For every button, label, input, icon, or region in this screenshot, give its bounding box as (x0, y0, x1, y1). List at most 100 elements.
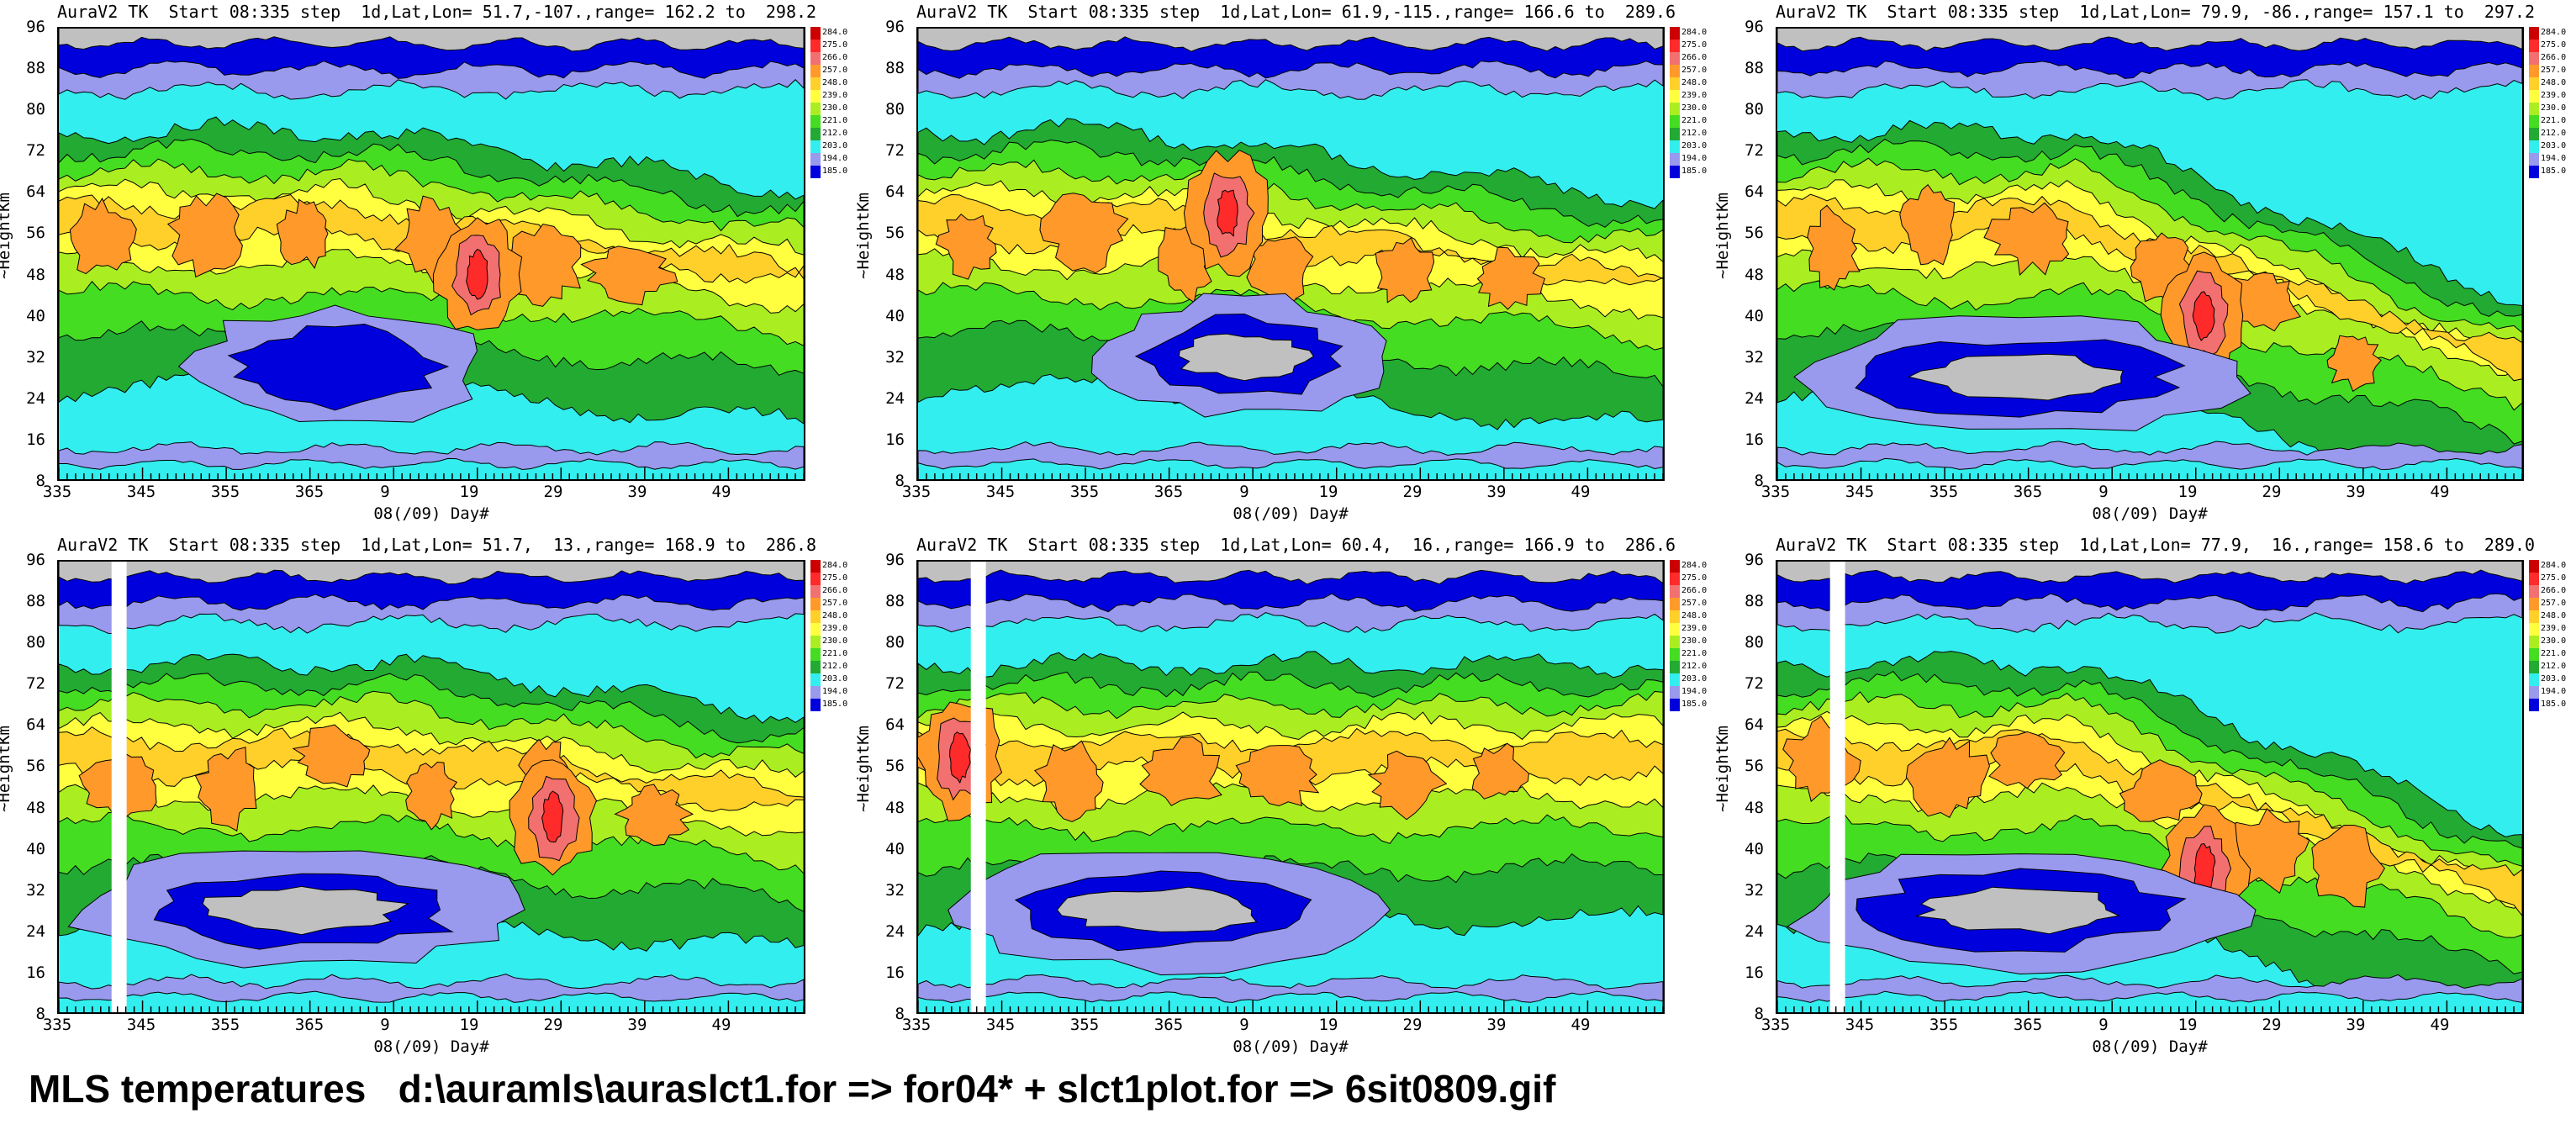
y-axis-label: ~HeightKm (854, 726, 873, 812)
legend-entry: 185.0 (1670, 166, 1707, 178)
contour-warm-core (1367, 750, 1448, 821)
legend-entry: 221.0 (1670, 648, 1707, 661)
x-tick-label: 345 (985, 483, 1016, 501)
legend-swatch (810, 65, 821, 77)
x-tick-label: 335 (1760, 483, 1791, 501)
legend-swatch (1670, 573, 1680, 585)
contour-peak-red (2192, 291, 2215, 341)
contour-mesopause-gray (59, 29, 804, 52)
y-tick-label: 56 (1745, 224, 1764, 243)
legend-label: 185.0 (1681, 166, 1708, 176)
legend-label: 194.0 (822, 154, 848, 163)
contour-warm-core (1476, 246, 1546, 310)
legend-swatch (810, 636, 821, 648)
y-tick-label: 48 (885, 265, 905, 284)
x-tick-label: 9 (1239, 483, 1249, 501)
chart-title: AuraV2 TK Start 08:335 step 1d,Lat,Lon= … (916, 535, 1676, 555)
contour-warm-core (194, 747, 257, 832)
y-tick-label: 72 (885, 141, 905, 161)
contour-warm-core (2311, 824, 2386, 908)
legend-entry: 203.0 (1670, 140, 1707, 153)
x-tick-label: 49 (711, 1016, 731, 1034)
y-tick-label: 8 (1754, 1005, 1764, 1023)
x-tick-label: 355 (1069, 483, 1100, 501)
y-tick-label: 48 (26, 265, 45, 284)
legend-label: 248.0 (1681, 78, 1708, 87)
contour-low-cyan (1777, 457, 2522, 479)
x-tick-label: 49 (711, 483, 731, 501)
legend-entry: 239.0 (2529, 623, 2567, 636)
legend-swatch (2529, 128, 2539, 140)
legend-label: 239.0 (2541, 624, 2567, 633)
y-axis-label: ~HeightKm (1713, 726, 1732, 812)
y-tick-label: 56 (26, 757, 45, 776)
legend-swatch (2529, 585, 2539, 598)
legend-swatch (1670, 648, 1680, 661)
legend-entry: 185.0 (810, 699, 847, 711)
legend-swatch (810, 686, 821, 699)
contour-warm-core (276, 198, 329, 269)
contour-mesopause-blue (59, 29, 804, 79)
contour-warm-core (1988, 731, 2066, 789)
legend-entry: 203.0 (810, 673, 847, 686)
contour-warm-core (1375, 237, 1435, 304)
legend-label: 194.0 (1681, 154, 1708, 163)
x-tick-label: 39 (1486, 1016, 1507, 1034)
x-axis: 335 345 355 365 9 19 29 39 49 (1761, 1016, 2524, 1037)
x-tick-label: 355 (210, 483, 240, 501)
y-tick-label: 64 (885, 715, 905, 735)
x-tick-label: 355 (1069, 1016, 1100, 1034)
legend-label: 284.0 (822, 561, 848, 570)
color-legend: 284.0 275.0 266.0 257.0 248.0 239.0 230.0 221.0… (1670, 560, 1707, 711)
x-tick-label: 345 (126, 483, 156, 501)
contour-warm-core (2326, 335, 2382, 393)
legend-swatch (810, 673, 821, 686)
legend-entry: 266.0 (810, 52, 847, 65)
x-tick-label: 335 (42, 1016, 72, 1034)
legend-entry: 248.0 (2529, 77, 2566, 90)
x-axis-label: 08(/09) Day# (1233, 504, 1349, 523)
legend-label: 194.0 (2541, 687, 2567, 696)
legend-swatch (810, 115, 821, 128)
contour-low-cyan (918, 458, 1663, 479)
legend-entry: 212.0 (2529, 661, 2566, 673)
legend-swatch (2529, 636, 2539, 648)
legend-swatch (1670, 52, 1680, 65)
y-axis-label: ~HeightKm (0, 726, 13, 812)
contour-warm-core (1139, 736, 1222, 806)
legend-entry: 284.0 (2529, 27, 2566, 40)
contour-cold-gray (202, 885, 409, 936)
legend-entry: 239.0 (810, 90, 847, 103)
legend-swatch (2529, 560, 2539, 573)
legend-entry: 194.0 (810, 686, 847, 699)
x-tick-label: 29 (2262, 1016, 2282, 1034)
legend-entry: 266.0 (810, 585, 847, 598)
legend-label: 221.0 (2541, 116, 2567, 125)
legend-label: 212.0 (2541, 129, 2567, 138)
legend-entry: 266.0 (1670, 585, 1707, 598)
legend-label: 230.0 (2541, 103, 2567, 113)
x-tick-label: 345 (1845, 1016, 1875, 1034)
legend-swatch (2529, 673, 2539, 686)
x-tick-label: 19 (2177, 1016, 2198, 1034)
legend-swatch (2529, 115, 2539, 128)
contour-plot (57, 27, 805, 481)
chart-panel-1: AuraV2 TK Start 08:335 step 1d,Lat,Lon= … (0, 0, 848, 538)
y-tick-label: 48 (1745, 798, 1764, 817)
x-axis-label: 08(/09) Day# (1233, 1037, 1349, 1056)
legend-entry: 212.0 (1670, 661, 1707, 673)
legend-entry: 194.0 (810, 153, 848, 166)
legend-entry: 248.0 (810, 77, 847, 90)
x-tick-label: 345 (1845, 483, 1875, 501)
legend-swatch (810, 560, 821, 573)
legend-label: 194.0 (1681, 687, 1708, 696)
legend-entry: 275.0 (2529, 573, 2566, 585)
contour-warm-core (1905, 736, 1990, 819)
x-tick-label: 365 (294, 483, 325, 501)
legend-swatch (810, 661, 821, 673)
legend-label: 257.0 (2541, 599, 2567, 608)
y-tick-label: 48 (1745, 265, 1764, 284)
chart-panel-3: AuraV2 TK Start 08:335 step 1d,Lat,Lon= … (1713, 0, 2566, 538)
legend-entry: 257.0 (1670, 65, 1707, 77)
y-tick-label: 80 (26, 633, 45, 652)
